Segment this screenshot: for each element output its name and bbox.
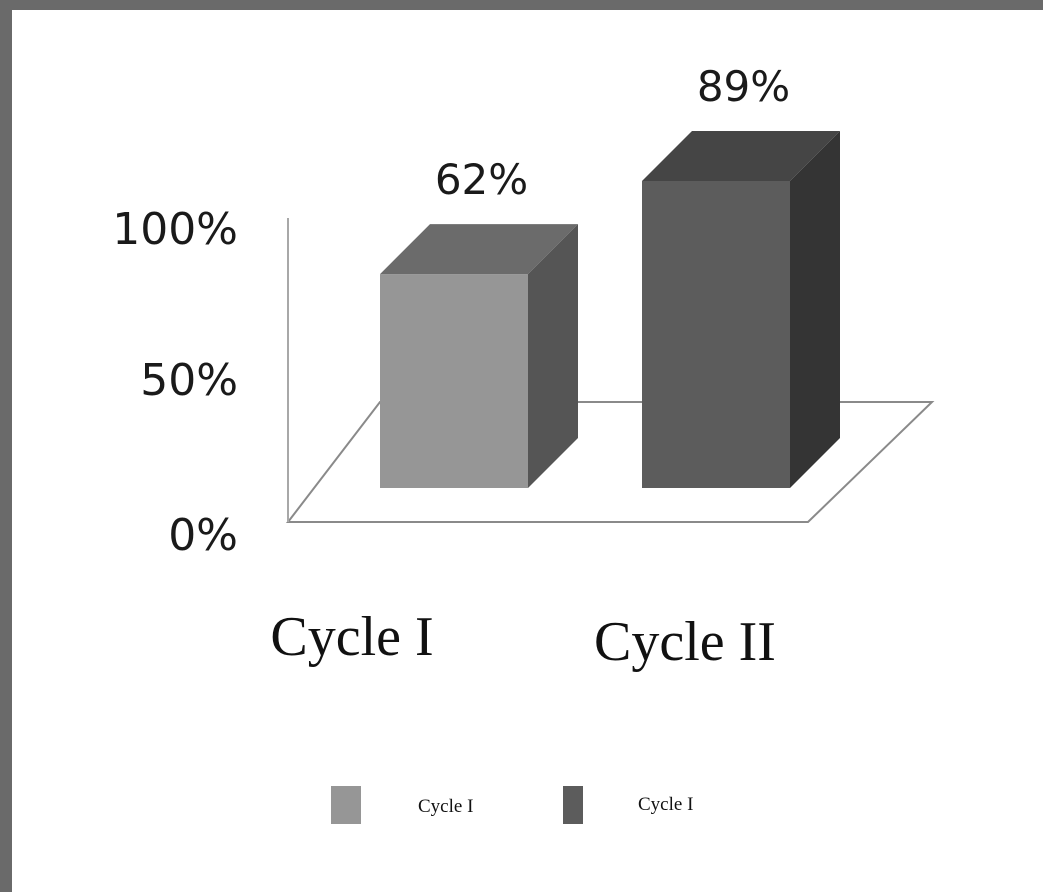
bar-cycle-1: [380, 224, 578, 488]
legend: Cycle I Cycle I: [331, 786, 693, 824]
legend-swatch: [331, 786, 361, 824]
y-tick-label: 50%: [140, 355, 238, 406]
legend-swatch: [563, 786, 583, 824]
bar-side-face: [790, 130, 840, 488]
y-tick-label: 0%: [168, 510, 238, 561]
category-label: Cycle II: [594, 611, 776, 673]
legend-label: Cycle I: [418, 796, 473, 817]
category-label: Cycle I: [270, 606, 433, 668]
data-label: 89%: [697, 62, 790, 111]
bar-cycle-2: [642, 130, 840, 488]
bar-front-face: [380, 274, 528, 488]
y-tick-label: 100%: [112, 204, 238, 255]
legend-label: Cycle I: [638, 794, 693, 815]
bar-top-face: [380, 224, 578, 275]
data-label: 62%: [435, 155, 528, 204]
bar-top-face: [642, 130, 840, 181]
bar-front-face: [642, 180, 790, 488]
bar-side-face: [528, 224, 578, 488]
